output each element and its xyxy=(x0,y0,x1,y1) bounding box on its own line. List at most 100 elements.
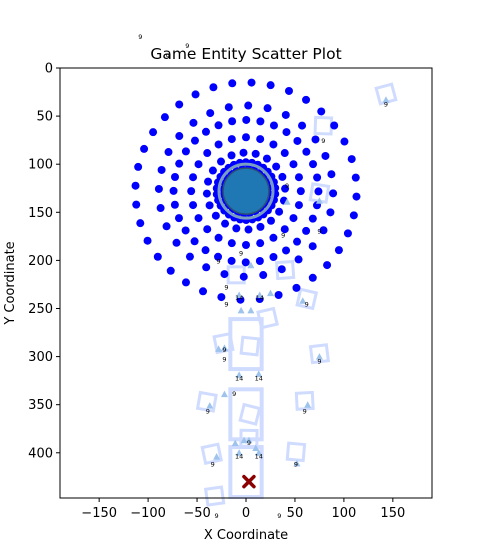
x-tick-label: 150 xyxy=(380,506,405,521)
annotation-label: 9 xyxy=(224,283,228,291)
ghost-box-marker xyxy=(200,442,224,466)
y-tick-label: 350 xyxy=(28,398,53,413)
triangle-marker xyxy=(237,306,245,314)
ring-point xyxy=(334,246,343,255)
ring-point xyxy=(263,104,272,113)
y-tick-label: 150 xyxy=(28,206,53,221)
ring-point xyxy=(351,173,360,182)
ghost-box-marker xyxy=(308,343,331,365)
ring-point xyxy=(175,100,184,109)
ring-point xyxy=(340,137,349,146)
triangle-marker xyxy=(240,436,248,444)
annotation-label: 9 xyxy=(321,137,325,145)
triangle-marker xyxy=(256,291,264,299)
triangle-marker xyxy=(235,449,243,456)
ring-point xyxy=(209,83,218,92)
annotation-label: 9 xyxy=(303,407,307,415)
triangle-marker xyxy=(382,96,390,103)
ring-point xyxy=(317,107,326,116)
ghost-box-marker xyxy=(228,317,264,372)
ring-point xyxy=(274,291,283,300)
annotation-label: 14 xyxy=(255,453,263,461)
ghost-box-marker xyxy=(239,335,261,357)
ring-point xyxy=(347,155,356,164)
ring-point xyxy=(269,252,278,261)
ring-point xyxy=(289,160,298,169)
ring-point xyxy=(189,201,198,210)
ring-point xyxy=(202,263,211,272)
ring-point xyxy=(203,225,212,234)
triangle-marker xyxy=(235,291,243,299)
ring-point xyxy=(242,133,250,142)
ring-point xyxy=(227,239,236,248)
triangle-marker xyxy=(255,370,263,377)
ring-point xyxy=(149,128,158,137)
ring-point xyxy=(208,166,217,175)
ring-point xyxy=(292,283,301,292)
triangle-marker xyxy=(220,390,228,398)
ring-point xyxy=(227,151,236,160)
ring-point xyxy=(281,110,290,119)
ring-point xyxy=(275,207,284,216)
triangle-marker xyxy=(215,345,223,352)
annotation-label: 9 xyxy=(217,257,221,265)
ring-point xyxy=(232,224,241,233)
ghost-box-marker xyxy=(275,259,296,281)
ring-point xyxy=(352,192,361,201)
y-axis-label: Y Coordinate xyxy=(3,241,18,325)
ring-point xyxy=(181,147,190,156)
triangle-marker xyxy=(315,197,323,204)
ring-point xyxy=(175,159,184,168)
ring-point xyxy=(190,136,199,145)
annotation-label: 9 xyxy=(222,346,226,354)
ring-point xyxy=(277,265,286,274)
annotation-label: 9 xyxy=(384,100,388,108)
annotation-label: 9 xyxy=(224,301,228,309)
ring-point xyxy=(214,233,223,242)
triangle-marker xyxy=(299,297,307,304)
ring-point xyxy=(201,246,210,255)
ghost-box-marker xyxy=(228,445,264,500)
ring-point xyxy=(256,117,265,126)
ring-point xyxy=(319,226,328,235)
ghost-box-marker xyxy=(203,485,226,507)
ring-point xyxy=(308,242,317,251)
annotation-label: 14 xyxy=(235,294,243,302)
ghost-box-marker xyxy=(294,390,315,411)
ring-point xyxy=(166,266,175,275)
y-tick-label: 400 xyxy=(28,446,53,461)
ring-point xyxy=(269,233,278,242)
triangle-marker xyxy=(293,459,301,467)
ring-point xyxy=(311,135,320,144)
ring-point xyxy=(302,95,311,104)
ring-point xyxy=(190,237,199,246)
annotation-label: 14 xyxy=(235,453,243,461)
ring-point xyxy=(308,214,317,223)
annotation-label: 9 xyxy=(294,460,298,468)
x-marker xyxy=(242,474,256,489)
ring-point xyxy=(289,214,298,223)
x-tick-label: −100 xyxy=(130,506,166,521)
ghost-box-marker xyxy=(285,441,307,463)
ring-point xyxy=(262,154,271,163)
triangle-marker xyxy=(245,436,253,444)
ring-point xyxy=(211,211,220,220)
ring-point xyxy=(309,160,318,169)
ring-point xyxy=(239,272,248,281)
ring-point xyxy=(164,148,173,157)
ring-point xyxy=(294,201,303,210)
ring-point xyxy=(298,121,307,130)
ring-point xyxy=(294,173,303,182)
ring-point xyxy=(214,252,223,261)
ring-point xyxy=(201,127,210,136)
ring-point xyxy=(170,200,179,209)
ring-point xyxy=(269,140,278,149)
ring-point xyxy=(269,121,278,130)
annotation-label: 9 xyxy=(277,512,281,520)
y-tick-label: 50 xyxy=(36,110,53,125)
triangle-marker xyxy=(213,453,221,460)
ring-point xyxy=(256,239,265,248)
y-tick-label: 100 xyxy=(28,158,53,173)
ring-point xyxy=(280,149,289,158)
